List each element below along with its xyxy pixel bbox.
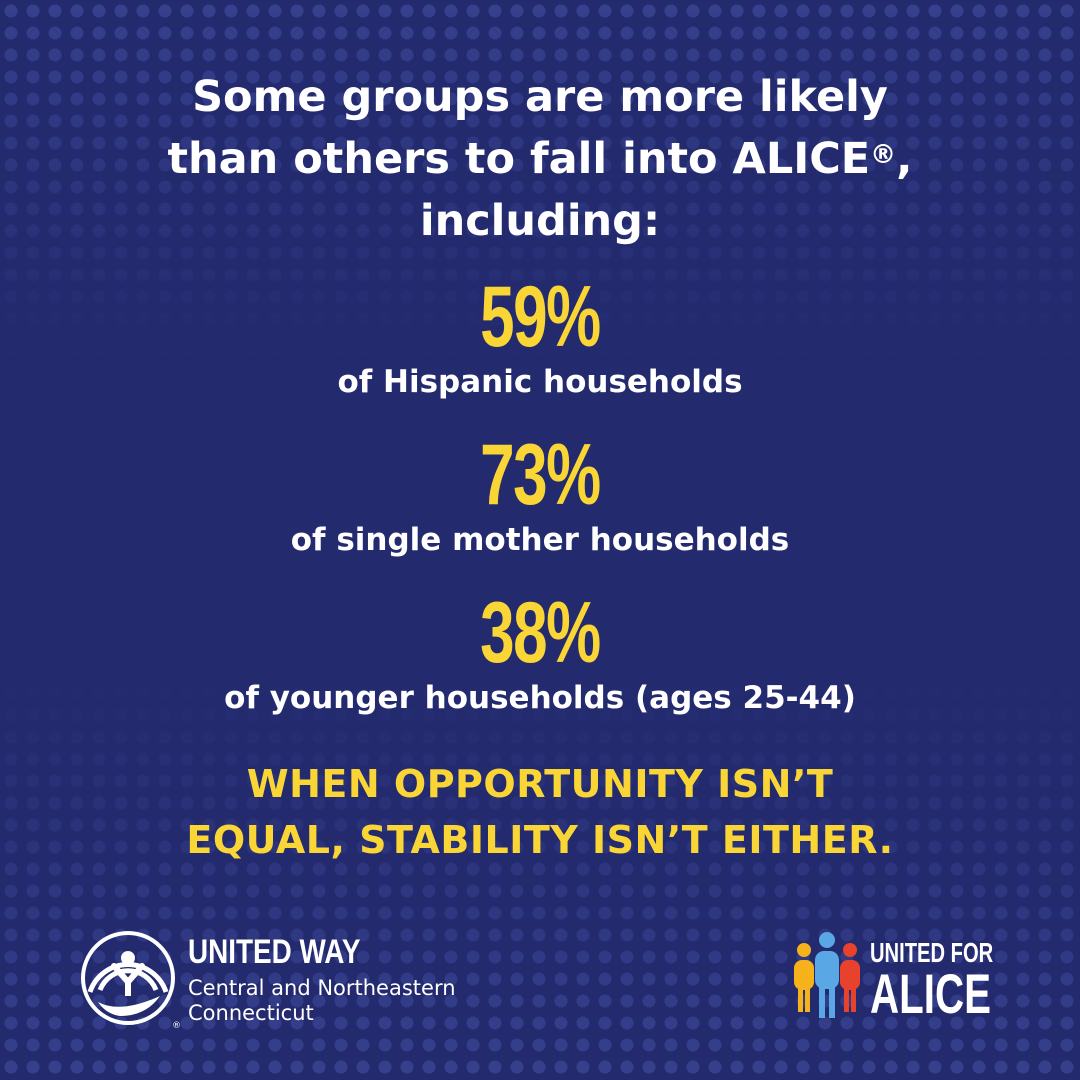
headline-line-2: than others to fall into ALICE [167,134,871,184]
alice-label: ALICE [870,962,991,1025]
united-way-subtitle-1: Central and Northeastern [188,976,456,1000]
united-for-label: UNITED FOR [870,937,994,968]
stat-value: 73% [480,427,601,523]
stat-single-mother: 73% of single mother households [0,430,1080,560]
stat-hispanic: 59% of Hispanic households [0,272,1080,402]
united-for-alice-logo: UNITED FOR ALICE [790,930,1000,1030]
tagline-line-2: EQUAL, STABILITY ISN’T EITHER. [186,818,894,862]
united-way-logo: ® UNITED WAY Central and Northeastern Co… [80,930,500,1030]
headline-line-3: including: [419,196,661,246]
registered-mark: ® [870,140,897,170]
stat-younger: 38% of younger households (ages 25-44) [0,588,1080,718]
headline: Some groups are more likely than others … [90,66,990,252]
tagline-line-1: WHEN OPPORTUNITY ISN’T [246,762,834,806]
headline-comma: , [896,134,913,184]
stat-value: 38% [480,585,601,681]
three-people-figures-icon [794,932,860,1018]
stat-label: of Hispanic households [337,364,743,400]
stat-label: of single mother households [290,522,790,558]
svg-text:®: ® [172,1021,180,1030]
stat-value: 59% [480,269,601,365]
headline-line-1: Some groups are more likely [192,72,888,122]
united-way-subtitle-2: Connecticut [188,1001,314,1025]
stat-label: of younger households (ages 25-44) [224,680,856,716]
united-way-hand-person-rainbow-icon: ® [81,931,180,1030]
united-way-name: UNITED WAY [188,933,361,971]
tagline: WHEN OPPORTUNITY ISN’T EQUAL, STABILITY … [90,756,990,868]
